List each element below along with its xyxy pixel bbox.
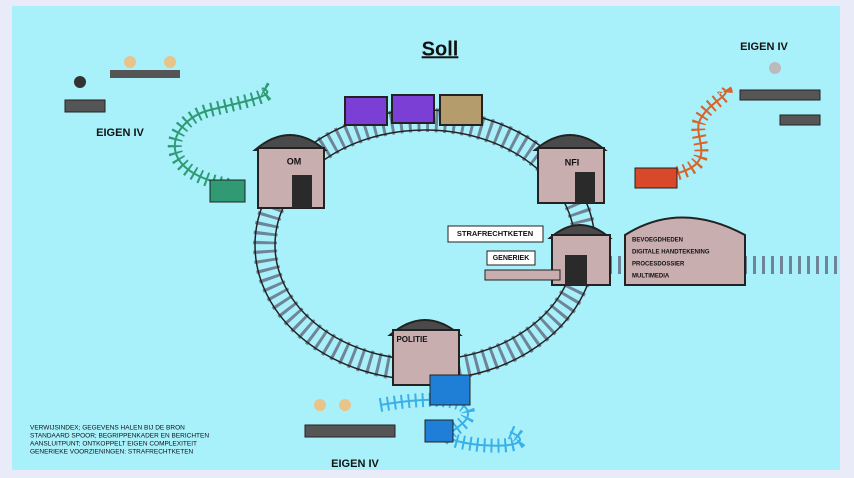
note: GENERIEKE VOORZIENINGEN: STRAFRECHTKETEN [30, 449, 194, 456]
chain-sublabel: GENERIEK [493, 255, 530, 262]
platform [485, 270, 560, 280]
locomotive [440, 95, 482, 125]
station-label: NFI [565, 157, 580, 167]
note: VERWIJSINDEX; GEGEVENS HALEN BIJ DE BRON [30, 425, 185, 432]
service: DIGITALE HANDTEKENING [632, 250, 710, 256]
service: PROCESDOSSIER [632, 262, 685, 268]
shape [65, 100, 105, 112]
train [345, 95, 482, 125]
chain-label: STRAFRECHTKETEN [457, 229, 533, 238]
note: STANDAARD SPOOR; BEGRIPPENKADER EN BERIC… [30, 433, 209, 440]
shape [635, 168, 677, 188]
note: AANSLUITPUNT; ONTKOPPELT EIGEN COMPLEXIT… [30, 441, 197, 448]
page: Soll EIGEN IV EIGEN IV EIGEN IV OM NFI P… [0, 0, 854, 478]
service: MULTIMEDIA [632, 274, 670, 280]
group-label: EIGEN IV [96, 127, 144, 139]
service: BEVOEGDHEDEN [632, 238, 683, 244]
title: Soll [422, 38, 459, 60]
shape [305, 425, 395, 437]
shape [314, 399, 326, 411]
shape [430, 375, 470, 405]
shape [74, 76, 86, 88]
group-label: EIGEN IV [331, 458, 379, 470]
shape [210, 180, 245, 202]
shape [780, 115, 820, 125]
shape [124, 56, 136, 68]
shape [425, 420, 453, 442]
shape [292, 175, 312, 208]
station-label: POLITIE [396, 335, 428, 344]
shape [575, 172, 595, 203]
shape [110, 70, 180, 78]
group-label: EIGEN IV [740, 41, 788, 53]
station-label: OM [287, 156, 302, 166]
shape [740, 90, 820, 100]
shape [339, 399, 351, 411]
shape [164, 56, 176, 68]
illustration: Soll EIGEN IV EIGEN IV EIGEN IV OM NFI P… [0, 0, 854, 478]
shape [769, 62, 781, 74]
wagon [345, 97, 387, 125]
wagon [392, 95, 434, 123]
shape [565, 255, 587, 285]
